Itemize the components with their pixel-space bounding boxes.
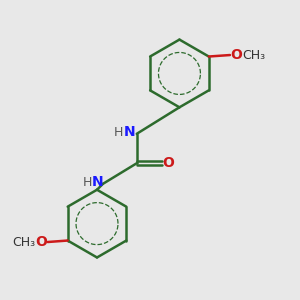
Text: O: O [231,48,242,62]
Text: N: N [124,125,135,139]
Text: O: O [163,156,175,170]
Text: H: H [82,176,92,189]
Text: N: N [92,176,104,189]
Text: H: H [114,126,124,139]
Text: O: O [35,235,47,249]
Text: CH₃: CH₃ [12,236,35,248]
Text: CH₃: CH₃ [242,49,266,62]
